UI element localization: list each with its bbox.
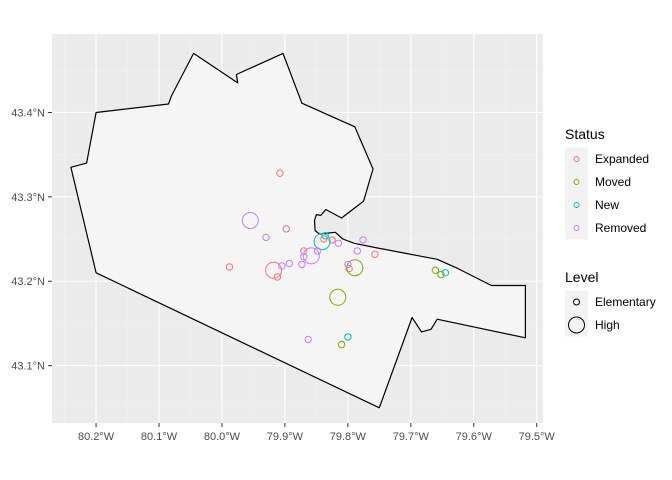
point-new-elementary: [344, 333, 352, 341]
point-removed-elementary: [304, 335, 312, 344]
points-layer: [225, 169, 450, 349]
point-removed-high: [241, 212, 259, 229]
legend-key-elementary: [573, 298, 580, 306]
legend-label: Elementary: [595, 295, 656, 309]
point-removed-elementary: [262, 233, 270, 242]
legend-label: Moved: [595, 175, 631, 189]
x-tick-label: 79.8°W: [330, 431, 367, 443]
point-removed-elementary: [359, 236, 367, 244]
point-removed-elementary: [285, 259, 293, 268]
point-expanded-elementary: [225, 263, 234, 271]
point-new-high: [313, 233, 331, 251]
point-removed-high: [302, 247, 320, 265]
point-new-elementary: [321, 232, 329, 240]
y-tick-label: 43.2°N: [11, 276, 45, 288]
legend-key-bg: [565, 170, 588, 194]
point-removed-elementary: [313, 247, 322, 255]
point-expanded-elementary: [328, 236, 336, 244]
legend-status: Status Expanded Moved New Removed: [565, 126, 649, 240]
point-new-elementary: [441, 269, 450, 277]
point-expanded-elementary: [273, 273, 282, 281]
point-removed-elementary: [353, 247, 361, 255]
point-expanded-elementary: [282, 225, 290, 233]
legend: Status Expanded Moved New Removed Level Elemen…: [565, 126, 656, 337]
legend-key-new: [573, 202, 580, 208]
legend-key-high: [568, 316, 585, 334]
region-layer: [70, 52, 527, 409]
axes: 80.2°W 80.1°W 80.0°W 79.9°W 79.8°W 79.7°W 79.6…: [11, 107, 555, 443]
point-expanded-elementary: [345, 264, 353, 273]
x-tick-label: 80.2°W: [78, 431, 115, 443]
legend-key-bg: [565, 290, 588, 314]
x-tick-label: 79.6°W: [456, 431, 493, 443]
point-expanded-elementary: [371, 250, 379, 258]
point-moved-elementary: [437, 270, 445, 279]
legend-key-bg: [565, 147, 588, 171]
legend-key-expanded: [573, 156, 580, 162]
y-tick-label: 43.1°N: [11, 361, 45, 373]
legend-label: Removed: [595, 221, 646, 235]
legend-label: Expanded: [595, 152, 649, 166]
legend-label: New: [595, 198, 619, 212]
x-tick-label: 80.1°W: [141, 431, 178, 443]
legend-key-bg: [565, 193, 588, 217]
point-removed-elementary: [278, 262, 286, 270]
x-tick-label: 80.0°W: [204, 431, 241, 443]
point-moved-elementary: [337, 340, 346, 349]
x-tick-label: 79.9°W: [267, 431, 304, 443]
point-removed-elementary: [298, 260, 306, 269]
point-expanded-high: [265, 261, 283, 279]
point-expanded-elementary: [276, 169, 284, 177]
point-expanded-elementary: [320, 235, 328, 243]
legend-title: Level: [565, 269, 598, 285]
legend-key-bg: [565, 216, 588, 240]
legend-label: High: [595, 318, 620, 332]
x-tick-label: 79.5°W: [519, 431, 556, 443]
legend-level: Level Elementary High: [565, 269, 656, 337]
y-tick-label: 43.3°N: [11, 192, 45, 204]
point-removed-elementary: [334, 239, 343, 248]
region-boundary: [70, 52, 527, 409]
legend-key-removed: [573, 225, 580, 231]
legend-key-moved: [573, 179, 580, 185]
y-tick-label: 43.4°N: [11, 107, 45, 119]
legend-title: Status: [565, 126, 605, 142]
x-tick-label: 79.7°W: [393, 431, 430, 443]
point-moved-high: [329, 288, 347, 306]
point-moved-elementary: [431, 266, 440, 274]
point-removed-elementary: [344, 260, 352, 269]
